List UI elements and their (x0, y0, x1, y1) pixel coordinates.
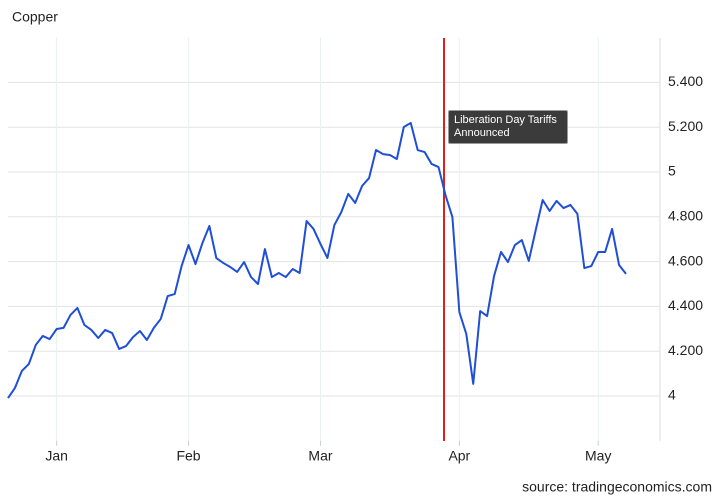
annotation-line: Liberation Day Tariffs (454, 114, 557, 126)
y-tick-label: 5 (668, 163, 676, 179)
annotation: Liberation Day Tariffs Announced (448, 110, 568, 144)
y-tick-label: 4 (668, 387, 676, 403)
y-tick-label: 4.800 (668, 208, 703, 224)
y-tick-label: 4.400 (668, 297, 703, 313)
x-tick-label: Jan (45, 448, 68, 464)
source: source: tradingeconomics.com (522, 479, 712, 495)
price-line (7, 121, 627, 399)
x-tick-label: Apr (448, 448, 470, 464)
y-tick-label: 5.200 (668, 118, 703, 134)
x-tick-label: Feb (176, 448, 200, 464)
x-tick-label: Mar (308, 448, 332, 464)
y-tick-label: 4.600 (668, 252, 703, 268)
y-tick-label: 4.200 (668, 342, 703, 358)
chart-title: Copper (12, 9, 58, 25)
annotation-line: Announced (454, 127, 510, 139)
x-tick-label: May (585, 448, 611, 464)
y-tick-label: 5.400 (668, 73, 703, 89)
